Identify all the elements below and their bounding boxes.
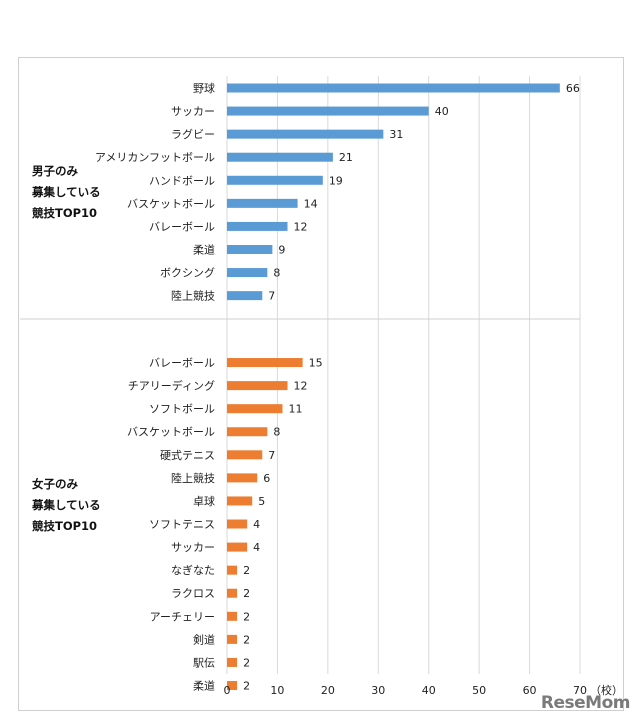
x-tick-label: 60 xyxy=(523,684,537,697)
bar xyxy=(227,496,253,506)
bar xyxy=(227,657,238,667)
bar xyxy=(227,221,288,231)
bar xyxy=(227,175,323,185)
bar xyxy=(227,404,283,414)
bar xyxy=(227,519,248,529)
x-tick-label: 40 xyxy=(422,684,436,697)
category-label: サッカー xyxy=(171,105,215,118)
category-label: 柔道 xyxy=(193,679,215,693)
category-label: バレーボール xyxy=(149,357,215,370)
value-label: 12 xyxy=(294,220,308,233)
x-axis: 0 10 20 30 40 50 60 70 （校） xyxy=(224,683,624,697)
value-label: 15 xyxy=(309,357,323,370)
bar xyxy=(227,634,238,644)
x-axis-unit: （校） xyxy=(590,683,623,697)
x-tick-label: 70 xyxy=(573,684,587,697)
category-label: ラグビー xyxy=(171,127,215,141)
bar xyxy=(227,681,238,691)
category-label: アーチェリー xyxy=(150,610,215,623)
value-label: 66 xyxy=(566,82,580,95)
category-label: ラクロス xyxy=(171,587,215,600)
value-label: 4 xyxy=(253,518,260,531)
group-label-line: 競技TOP10 xyxy=(32,206,97,220)
x-tick-label: 30 xyxy=(371,684,385,697)
chart-frame xyxy=(18,57,624,711)
bar xyxy=(227,198,298,208)
bar xyxy=(227,83,560,93)
group-label-line: 競技TOP10 xyxy=(32,519,97,533)
value-label: 11 xyxy=(288,403,302,416)
category-label: バスケットボール xyxy=(127,426,215,439)
x-tick-label: 20 xyxy=(321,684,335,697)
bar xyxy=(227,611,238,621)
bar xyxy=(227,358,303,368)
category-label: ソフトボール xyxy=(149,403,215,416)
category-label: 陸上競技 xyxy=(171,289,215,303)
value-label: 5 xyxy=(258,495,265,508)
value-label: 14 xyxy=(304,197,318,210)
value-label: 21 xyxy=(339,151,353,164)
category-label: 陸上競技 xyxy=(171,471,215,485)
category-label: 硬式テニス xyxy=(160,449,215,462)
value-label: 6 xyxy=(263,472,270,485)
category-label: バレーボール xyxy=(149,220,215,233)
value-label: 31 xyxy=(389,128,403,141)
bar xyxy=(227,106,429,116)
value-label: 4 xyxy=(253,541,260,554)
value-label: 2 xyxy=(243,633,250,646)
bar xyxy=(227,291,263,301)
category-label: 駅伝 xyxy=(193,656,215,669)
value-label: 12 xyxy=(294,380,308,393)
bar xyxy=(227,565,238,575)
bar xyxy=(227,381,288,391)
bar xyxy=(227,129,384,139)
bar xyxy=(227,588,238,598)
value-label: 7 xyxy=(268,449,275,462)
group-label-line: 募集している xyxy=(31,498,101,512)
category-label: なぎなた xyxy=(171,563,215,577)
grid-lines xyxy=(20,76,581,674)
category-label: チアリーディング xyxy=(128,379,215,393)
bar xyxy=(227,152,333,162)
x-tick-label: 10 xyxy=(270,684,284,697)
bar xyxy=(227,427,268,437)
category-label: ハンドボール xyxy=(149,174,215,187)
x-tick-label: 50 xyxy=(472,684,486,697)
bars: 野球 66 サッカー 40 ラグビー 31 アメリカンフットボール 21 ハンドボール 19 バスケ… xyxy=(95,81,580,693)
category-label: ボクシング xyxy=(160,266,215,280)
value-label: 2 xyxy=(243,564,250,577)
value-label: 2 xyxy=(243,587,250,600)
bar xyxy=(227,473,258,483)
bar xyxy=(227,244,273,254)
x-tick-label: 0 xyxy=(224,684,231,697)
category-label: 卓球 xyxy=(193,494,215,508)
category-label: アメリカンフットボール xyxy=(95,151,215,164)
bar xyxy=(227,268,268,278)
category-label: 野球 xyxy=(193,81,215,95)
group-label-line: 女子のみ xyxy=(32,477,78,491)
value-label: 19 xyxy=(329,174,343,187)
category-label: ソフトテニス xyxy=(149,518,215,531)
value-label: 8 xyxy=(273,426,280,439)
bar xyxy=(227,542,248,552)
value-label: 8 xyxy=(273,267,280,280)
value-label: 7 xyxy=(268,290,275,303)
value-label: 2 xyxy=(243,656,250,669)
watermark-logo: ReseMom xyxy=(540,693,631,713)
value-label: 2 xyxy=(243,680,250,693)
category-label: サッカー xyxy=(171,541,215,554)
value-label: 2 xyxy=(243,610,250,623)
category-label: 柔道 xyxy=(193,242,215,256)
group-label-line: 男子のみ xyxy=(32,164,78,178)
category-label: 剣道 xyxy=(193,632,215,646)
bar xyxy=(227,450,263,460)
value-label: 40 xyxy=(435,105,449,118)
category-label: バスケットボール xyxy=(127,197,215,210)
value-label: 9 xyxy=(278,243,285,256)
group-label-line: 募集している xyxy=(31,185,101,199)
